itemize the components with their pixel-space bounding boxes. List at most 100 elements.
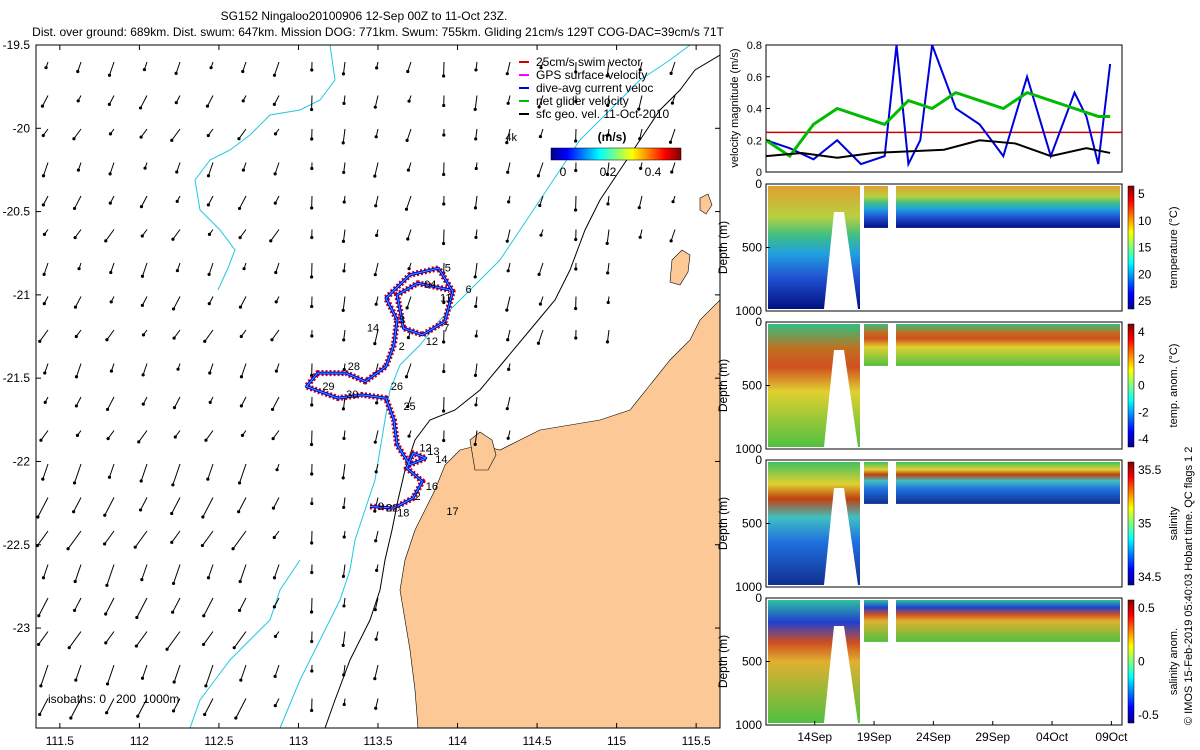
velocity-arrow-head: [342, 436, 346, 441]
velocity-arrow-head: [107, 475, 112, 479]
velocity-series-line: [765, 44, 1112, 168]
velocity-arrow-head: [671, 200, 675, 204]
velocity-arrow-head: [139, 205, 144, 209]
section-colorbar: [1127, 185, 1135, 310]
velocity-arrow-head: [38, 742, 41, 745]
velocity-arrow-head: [506, 170, 510, 174]
velocity-arrow: [275, 262, 280, 273]
map-axes: 111.5 112 112.5 113 113.5 114 114.5 115 115.5-19…: [3, 38, 720, 748]
velocity-arrow-head: [272, 576, 277, 580]
velocity-arrow-head: [342, 170, 346, 175]
map-corner-label: 4k: [505, 132, 517, 144]
velocity-arrow: [271, 732, 279, 743]
velocity-arrow: [37, 497, 49, 518]
velocity-arrow: [172, 597, 181, 613]
velocity-arrow-head: [310, 501, 314, 506]
velocity-arrow-head: [175, 268, 180, 273]
velocity-arrow-head: [342, 200, 346, 204]
velocity-arrow-head: [638, 137, 642, 141]
velocity-arrow-head: [474, 166, 478, 171]
velocity-arrow: [606, 162, 610, 175]
velocity-arrow: [203, 597, 214, 616]
velocity-arrow-head: [41, 174, 46, 178]
velocity-arrow-head: [206, 203, 210, 207]
velocity-arrow-head: [606, 271, 610, 275]
velocity-arrow-head: [69, 716, 73, 720]
velocity-arrow: [202, 497, 214, 518]
velocity-arrow-head: [240, 433, 245, 437]
velocity-arrow: [406, 195, 412, 210]
velocity-arrow-head: [274, 369, 279, 373]
velocity-arrow: [374, 430, 379, 443]
section-ytick-label: 500: [742, 241, 762, 255]
velocity-arrow-head: [237, 206, 242, 211]
velocity-arrow: [108, 95, 115, 105]
velocity-arrow: [474, 95, 478, 110]
velocity-arrow-head: [269, 239, 273, 243]
velocity-arrow-head: [170, 138, 174, 142]
velocity-arrow: [68, 631, 82, 648]
velocity-arrow-head: [143, 166, 147, 170]
velocity-arrow: [73, 497, 82, 512]
velocity-arrow-head: [538, 302, 543, 306]
velocity-arrow: [138, 430, 148, 443]
colorbar-tick-2: 0.4: [645, 165, 662, 179]
velocity-arrow: [43, 262, 49, 275]
velocity-arrow-head: [505, 141, 509, 145]
velocity-arrow-head: [341, 643, 345, 647]
land-peninsula-tip: [469, 431, 497, 471]
isobath-1000m-offshore: [194, 45, 336, 291]
velocity-arrow-head: [105, 682, 110, 686]
velocity-arrow: [374, 597, 379, 610]
velocity-arrow-head: [407, 434, 411, 438]
velocity-arrow-head: [272, 535, 276, 540]
velocity-arrow-head: [606, 300, 610, 305]
velocity-arrow-head: [310, 235, 314, 240]
section-colorbar: [1127, 599, 1135, 724]
velocity-arrow-head: [442, 340, 446, 344]
velocity-arrow: [375, 698, 379, 709]
velocity-arrow-head: [341, 476, 345, 480]
velocity-arrow-head: [42, 301, 46, 306]
velocity-arrow-head: [141, 333, 146, 337]
velocity-arrow: [506, 396, 511, 409]
velocity-arrow-head: [165, 647, 169, 651]
track-day-label: 9: [378, 501, 384, 513]
velocity-arrow-head: [205, 104, 210, 108]
velocity-arrow-head: [237, 481, 242, 485]
velocity-arrow-head: [269, 742, 272, 745]
velocity-arrow-head: [271, 436, 275, 441]
velocity-arrow-head: [605, 340, 610, 344]
velocity-arrow: [240, 296, 247, 308]
map-ytick-label: -20.5: [3, 205, 31, 219]
section-panel: 0 500 1000 Depth (m) 5 10 15 20 25 temperature (°…: [716, 177, 1180, 318]
velocity-arrow-head: [105, 711, 109, 715]
velocity-arrow-head: [72, 481, 77, 485]
velocity-arrow-head: [73, 235, 77, 240]
velocity-arrow-head: [442, 172, 446, 177]
velocity-arrow-head: [273, 674, 277, 678]
velocity-arrow: [342, 128, 346, 143]
velocity-arrow: [106, 564, 115, 586]
velocity-arrow-head: [342, 742, 345, 745]
velocity-arrow-head: [309, 275, 314, 279]
velocity-arrow: [141, 296, 148, 306]
velocity-panel: 0 0.2 0.4 0.6 0.8 velocity magnitude (m/s): [729, 40, 1123, 179]
velocity-arrow-head: [474, 403, 478, 407]
velocity-arrow-head: [104, 641, 108, 645]
velocity-arrow-head: [239, 334, 243, 339]
velocity-arrow-head: [39, 684, 43, 688]
velocity-arrow: [238, 497, 247, 512]
velocity-arrow: [538, 262, 544, 275]
velocity-arrow: [106, 329, 115, 340]
velocity-arrow: [272, 396, 280, 410]
section-ytick-label: 0: [755, 453, 762, 467]
velocity-arrow: [342, 229, 346, 242]
velocity-arrow: [375, 195, 379, 206]
velocity-arrow: [140, 95, 148, 109]
velocity-arrow-head: [606, 133, 610, 137]
velocity-arrow-head: [538, 134, 543, 139]
velocity-arrow: [38, 631, 49, 645]
velocity-arrow-head: [506, 101, 510, 105]
velocity-arrow-head: [102, 542, 107, 546]
